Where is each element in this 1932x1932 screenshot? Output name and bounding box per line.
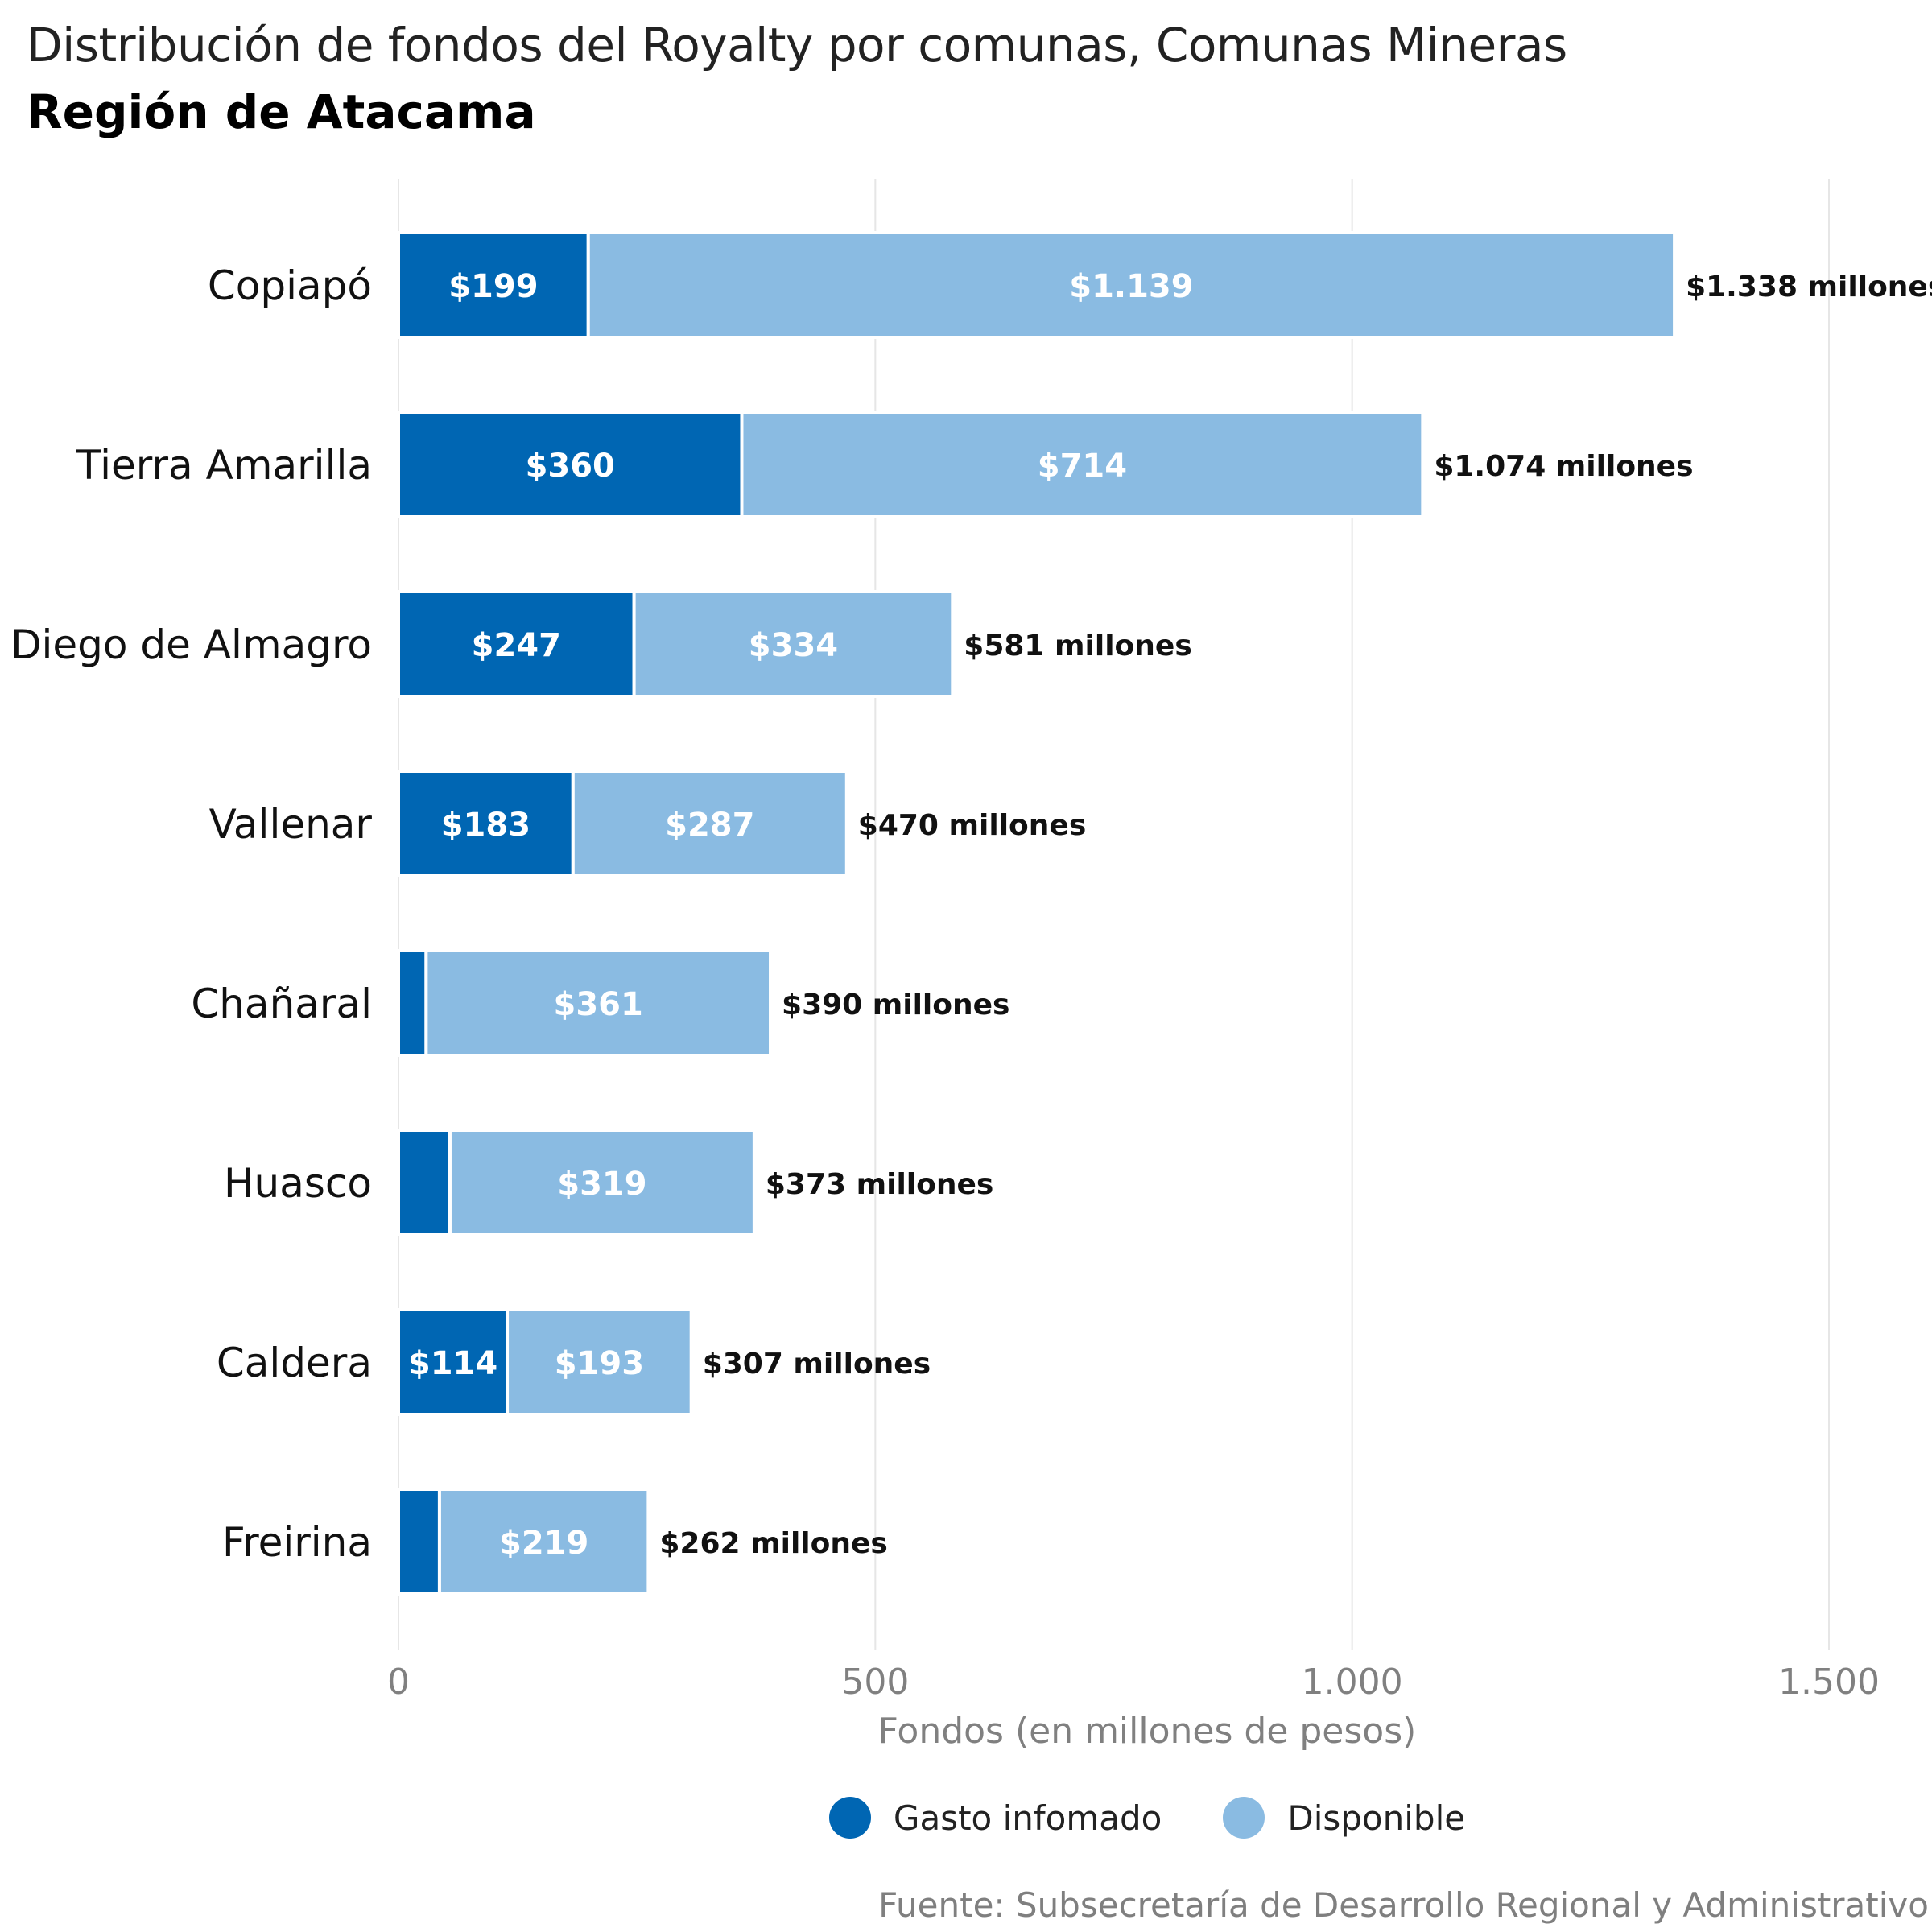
bar-value-label: $247 bbox=[472, 627, 561, 664]
source-note: Fuente: Subsecretaría de Desarrollo Regi… bbox=[878, 1885, 1929, 1925]
bar-total-label: $470 millones bbox=[858, 809, 1086, 842]
bar-value-label: $1.139 bbox=[1069, 268, 1193, 305]
x-tick-label: 1.500 bbox=[1778, 1662, 1880, 1703]
bar-value-label: $114 bbox=[408, 1345, 497, 1382]
category-label: Diego de Almagro bbox=[10, 621, 372, 668]
bar-segment-disponible bbox=[448, 1129, 756, 1236]
bar-value-label: $319 bbox=[557, 1166, 646, 1203]
bar-segment-gasto bbox=[397, 1308, 510, 1416]
bar-total-label: $307 millones bbox=[703, 1348, 931, 1381]
bar-segment-gasto bbox=[397, 1129, 452, 1236]
bar-segment-disponible bbox=[740, 411, 1425, 518]
bar-value-label: $360 bbox=[526, 448, 615, 485]
bar-total-label: $581 millones bbox=[964, 630, 1191, 663]
legend: Gasto infomado Disponible bbox=[0, 1797, 1932, 1839]
bar-segment-disponible bbox=[586, 231, 1677, 339]
chart-subtitle: Región de Atacama bbox=[27, 85, 536, 139]
legend-label-disponible: Disponible bbox=[1287, 1798, 1466, 1838]
x-tick-label: 0 bbox=[387, 1662, 410, 1703]
x-tick-label: 500 bbox=[841, 1662, 909, 1703]
category-label: Chañaral bbox=[191, 980, 372, 1027]
category-label: Freirina bbox=[222, 1519, 372, 1566]
bar-segment-gasto bbox=[397, 1488, 441, 1596]
bar-segment-disponible bbox=[632, 590, 955, 698]
bar-segment-gasto bbox=[397, 590, 636, 698]
bar-value-label: $361 bbox=[554, 986, 643, 1023]
legend-swatch-disponible bbox=[1223, 1797, 1265, 1839]
bar-value-label: $287 bbox=[665, 807, 754, 844]
category-label: Caldera bbox=[217, 1340, 372, 1386]
bar-segment-disponible bbox=[506, 1308, 693, 1416]
bar-segment-disponible bbox=[424, 949, 773, 1057]
bar-value-label: $183 bbox=[441, 807, 530, 844]
category-label: Vallenar bbox=[209, 801, 373, 848]
bar-segment-disponible bbox=[571, 770, 848, 877]
legend-item-disponible: Disponible bbox=[1223, 1797, 1465, 1839]
bar-value-label: $219 bbox=[499, 1525, 588, 1562]
bar-segment-gasto bbox=[397, 949, 428, 1057]
bar-total-label: $1.074 millones bbox=[1434, 450, 1693, 483]
x-tick-label: 1.000 bbox=[1302, 1662, 1403, 1703]
chart-title: Distribución de fondos del Royalty por c… bbox=[27, 18, 1567, 72]
bar-segment-gasto bbox=[397, 411, 744, 518]
bar-total-label: $373 millones bbox=[766, 1168, 993, 1201]
bar-value-label: $334 bbox=[749, 627, 838, 664]
bar-total-label: $262 millones bbox=[659, 1527, 887, 1560]
legend-swatch-gasto bbox=[828, 1797, 871, 1839]
bar-value-label: $199 bbox=[448, 268, 538, 305]
category-label: Huasco bbox=[224, 1160, 372, 1207]
legend-item-gasto: Gasto infomado bbox=[828, 1797, 1162, 1839]
legend-label-gasto: Gasto infomado bbox=[893, 1798, 1162, 1838]
bar-segment-disponible bbox=[437, 1488, 650, 1596]
category-label: Tierra Amarilla bbox=[76, 442, 372, 489]
bar-total-label: $1.338 millones bbox=[1686, 270, 1932, 303]
bar-segment-gasto bbox=[397, 770, 575, 877]
category-label: Copiapó bbox=[208, 262, 372, 309]
bar-value-label: $714 bbox=[1038, 448, 1127, 485]
bar-value-label: $193 bbox=[555, 1345, 644, 1382]
bar-total-label: $390 millones bbox=[782, 989, 1009, 1022]
